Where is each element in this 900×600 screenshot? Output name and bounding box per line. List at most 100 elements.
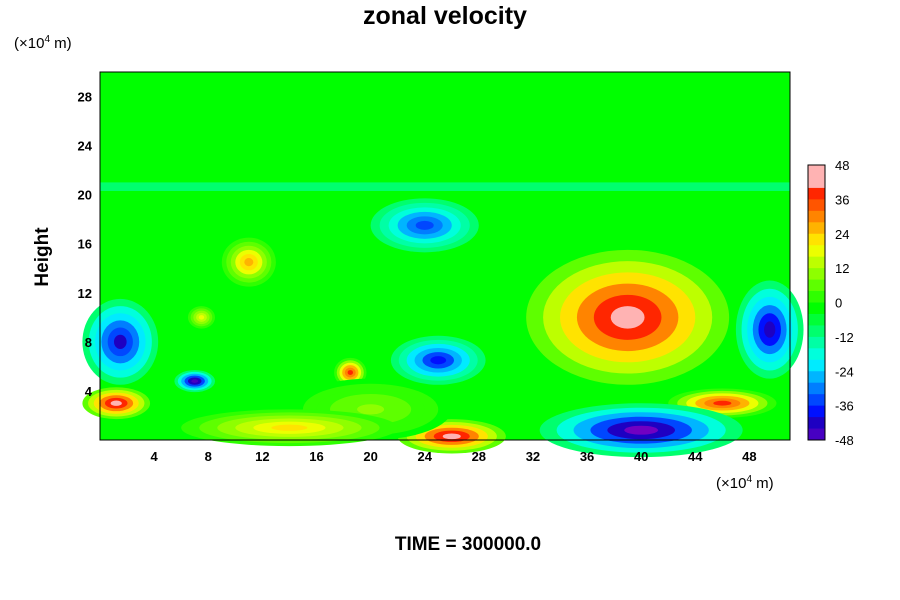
x-tick-label: 4 xyxy=(151,449,159,464)
colorbar-band xyxy=(808,428,825,441)
y-tick-label: 12 xyxy=(78,286,92,301)
feature-main-jet-core xyxy=(526,249,730,385)
colorbar-band xyxy=(808,371,825,384)
colorbar-band xyxy=(808,176,825,189)
x-units-label: (×104 m) xyxy=(716,474,774,492)
colorbar-band xyxy=(808,279,825,292)
time-label: TIME = 300000.0 xyxy=(395,534,541,555)
colorbar-band xyxy=(808,165,825,177)
feature-contour xyxy=(347,370,354,375)
x-ticks: 4 8 12 16 20 24 28 32 36 40 44 48 xyxy=(151,449,757,464)
colorbar-tick-label: 12 xyxy=(835,261,849,276)
colorbar-band xyxy=(808,210,825,223)
colorbar-band xyxy=(808,336,825,349)
colorbar: 48 36 24 12 0 -12 -24 -36 -48 xyxy=(807,158,854,448)
x-tick-label: 36 xyxy=(580,449,594,464)
x-tick-label: 32 xyxy=(526,449,540,464)
colorbar-band xyxy=(808,245,825,258)
y-tick-label: 20 xyxy=(78,188,92,203)
y-tick-label: 8 xyxy=(85,335,92,350)
y-units-suffix: m) xyxy=(50,35,72,52)
y-tick-label: 16 xyxy=(78,237,92,252)
feature-contour xyxy=(430,356,447,365)
x-tick-label: 16 xyxy=(309,449,323,464)
y-ticks: 4 8 12 16 20 24 28 xyxy=(78,90,93,399)
feature-contour xyxy=(198,315,205,320)
feature-contour xyxy=(191,379,199,383)
feature-left-jet xyxy=(82,387,151,420)
x-units-exp: 4 xyxy=(746,474,752,485)
feature-contour xyxy=(764,321,776,338)
colorbar-tick-label: -36 xyxy=(835,399,854,414)
colorbar-tick-label: 48 xyxy=(835,158,849,173)
colorbar-band xyxy=(808,382,825,395)
feature-contour xyxy=(713,400,732,406)
feature-contour xyxy=(271,424,308,431)
feature-surface-low-right xyxy=(539,403,743,458)
feature-tropopause-band xyxy=(100,182,790,191)
feature-mid-low xyxy=(390,335,486,385)
feature-contour xyxy=(357,404,385,415)
feature-upper-layer xyxy=(100,72,790,177)
colorbar-band xyxy=(808,291,825,303)
x-units-suffix: m) xyxy=(752,475,774,492)
colorbar-tick-label: 36 xyxy=(835,192,849,207)
x-tick-label: 12 xyxy=(255,449,269,464)
y-axis-label: Height xyxy=(32,227,53,287)
colorbar-band xyxy=(808,187,825,200)
x-units-prefix: (×10 xyxy=(716,475,746,492)
colorbar-tick-label: 24 xyxy=(835,227,849,242)
colorbar-band xyxy=(808,256,825,269)
feature-blob-high-3 xyxy=(185,303,218,331)
feature-contour xyxy=(610,306,645,329)
y-units-label: (×104 m) xyxy=(14,34,72,52)
feature-contour xyxy=(624,425,659,435)
colorbar-band xyxy=(808,405,825,418)
colorbar-band xyxy=(808,313,825,326)
y-tick-label: 24 xyxy=(78,139,93,154)
y-tick-label: 4 xyxy=(85,384,93,399)
x-tick-label: 8 xyxy=(205,449,212,464)
feature-warm-patch-2 xyxy=(181,409,398,447)
colorbar-band xyxy=(808,199,825,212)
y-units-exp: 4 xyxy=(44,34,50,45)
colorbar-band xyxy=(808,222,825,235)
x-tick-label: 44 xyxy=(688,449,703,464)
colorbar-tick-label: 0 xyxy=(835,296,842,311)
colorbar-band xyxy=(808,302,825,315)
feature-contour xyxy=(244,258,254,267)
colorbar-tick-label: -48 xyxy=(835,433,854,448)
colorbar-tick-label: -24 xyxy=(835,364,854,379)
x-tick-label: 24 xyxy=(417,449,432,464)
colorbar-frame xyxy=(807,164,826,441)
feature-surface-jet-center xyxy=(397,419,506,454)
y-units-prefix: (×10 xyxy=(14,35,44,52)
chart-title: zonal velocity xyxy=(363,2,527,30)
feature-contour xyxy=(415,220,434,230)
feature-blob-high-1 xyxy=(221,237,276,287)
colorbar-band xyxy=(808,394,825,407)
colorbar-band xyxy=(808,325,825,338)
x-tick-label: 40 xyxy=(634,449,648,464)
feature-blob-high-2 xyxy=(334,357,367,388)
x-tick-label: 20 xyxy=(363,449,377,464)
feature-right-low xyxy=(735,280,804,379)
feature-contour xyxy=(113,334,127,350)
colorbar-band xyxy=(808,359,825,372)
colorbar-tick-label: -12 xyxy=(835,330,854,345)
plot-frame xyxy=(99,71,791,441)
y-tick-label: 28 xyxy=(78,90,92,105)
plot-area xyxy=(82,72,804,458)
x-tick-label: 28 xyxy=(472,449,486,464)
feature-contour xyxy=(110,400,122,406)
feature-blob-low-1 xyxy=(174,370,215,393)
feature-left-low xyxy=(82,298,159,385)
feature-contour xyxy=(442,433,461,440)
colorbar-band xyxy=(808,268,825,281)
colorbar-band xyxy=(808,348,825,361)
colorbar-band xyxy=(808,233,825,246)
feature-upper-low xyxy=(370,198,479,253)
colorbar-band xyxy=(808,417,825,430)
x-tick-label: 48 xyxy=(742,449,756,464)
